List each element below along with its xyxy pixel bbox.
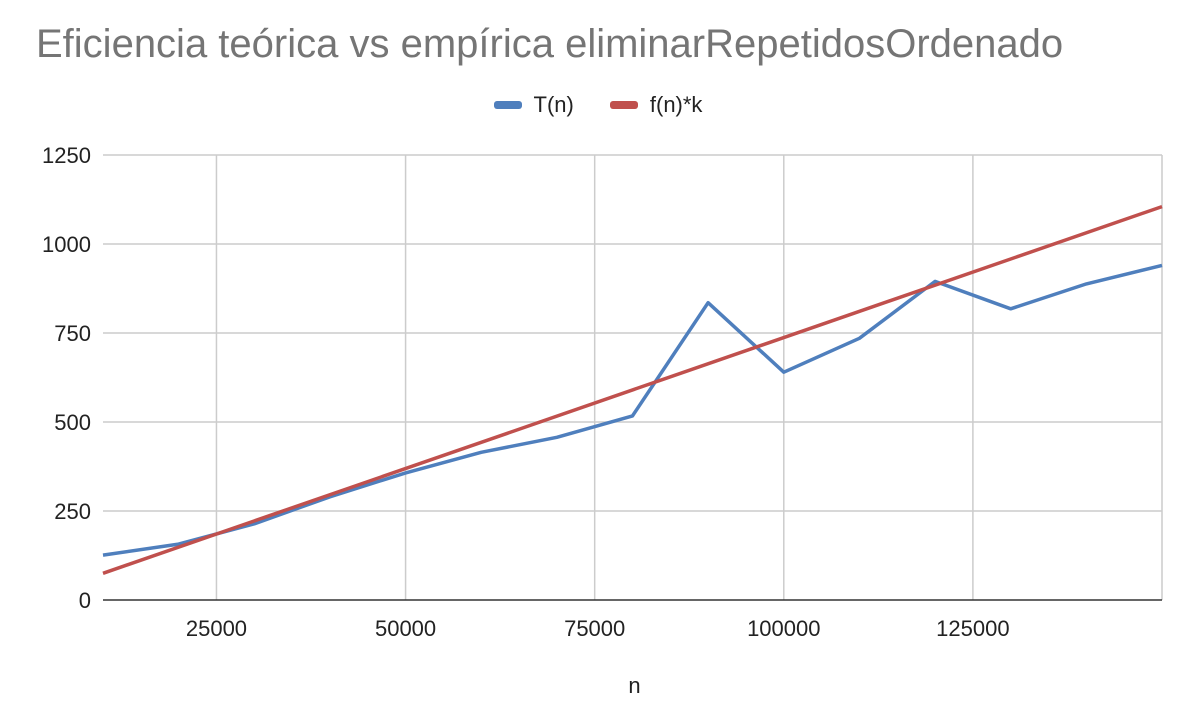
x-tick-label-125000: 125000	[936, 616, 1009, 641]
x-tick-label-100000: 100000	[747, 616, 820, 641]
series-line-2	[102, 204, 1163, 575]
y-tick-label-500: 500	[54, 410, 91, 435]
chart-legend: T(n) f(n)*k	[0, 92, 1196, 118]
x-tick-label-50000: 50000	[375, 616, 436, 641]
y-tick-label-1250: 1250	[42, 143, 91, 168]
x-axis-label: n	[628, 673, 640, 698]
chart-title: Eficiencia teórica vs empírica eliminarR…	[36, 22, 1064, 66]
x-tick-label-25000: 25000	[186, 616, 247, 641]
legend-label-series-2: f(n)*k	[649, 92, 703, 117]
legend-swatch-series-2	[609, 101, 638, 109]
series-line-1	[102, 263, 1163, 557]
y-tick-label-750: 750	[54, 321, 91, 346]
legend-label-series-1: T(n)	[533, 92, 574, 117]
x-tick-label-75000: 75000	[564, 616, 625, 641]
legend-swatch-series-1	[493, 101, 522, 109]
legend-item-series-1: T(n)	[493, 92, 574, 118]
y-tick-label-0: 0	[79, 588, 91, 613]
y-tick-label-250: 250	[54, 499, 91, 524]
legend-item-series-2: f(n)*k	[609, 92, 703, 118]
y-tick-label-1000: 1000	[42, 232, 91, 257]
